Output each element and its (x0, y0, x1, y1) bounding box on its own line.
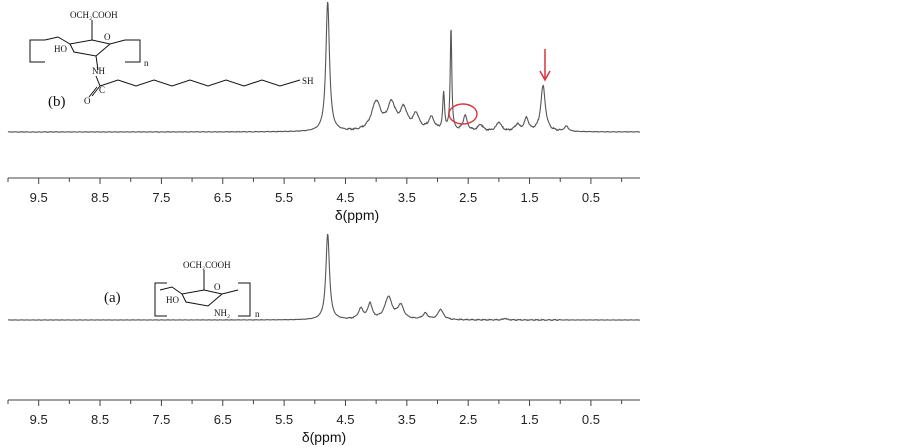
x-tick-label-a: 0.5 (582, 412, 600, 427)
x-tick-label-a: 7.5 (152, 412, 170, 427)
x-tick-label-b: 8.5 (91, 190, 109, 205)
x-tick-label-b: 3.5 (398, 190, 416, 205)
x-tick-label-b: 4.5 (336, 190, 354, 205)
x-tick-label-a: 8.5 (91, 412, 109, 427)
x-tick-label-b: 9.5 (30, 190, 48, 205)
chem-ring-o-b: O (104, 32, 111, 42)
x-tick-label-b: 1.5 (521, 190, 539, 205)
chem-structure-b (29, 20, 301, 98)
x-tick-label-a: 5.5 (275, 412, 293, 427)
x-tick-label-b: 0.5 (582, 190, 600, 205)
x-tick-label-a: 1.5 (521, 412, 539, 427)
axis-title-a: δ(ppm) (302, 429, 346, 445)
x-tick-label-a: 2.5 (459, 412, 477, 427)
chem-nh-b: NH (92, 66, 105, 76)
chem-carbonyl-o-b: O (84, 96, 91, 106)
x-axis-b: 9.5 8.5 7.5 6.5 5.5 4.5 3.5 2.5 1.5 0.5 (7, 177, 640, 205)
chem-repeat-a: n (255, 309, 260, 319)
x-tick-label-a: 9.5 (30, 412, 48, 427)
panel-label-a: (a) (104, 290, 121, 306)
chem-repeat-b: n (144, 58, 149, 68)
x-tick-label-b: 2.5 (459, 190, 477, 205)
axis-title-b: δ(ppm) (335, 207, 379, 223)
x-tick-label-b: 6.5 (214, 190, 232, 205)
highlight-circle (448, 103, 478, 125)
chem-c-b: C (99, 85, 105, 95)
spectrum-line-b (7, 1, 641, 133)
x-tick-label-a: 3.5 (398, 412, 416, 427)
panel-label-b: (b) (48, 94, 66, 110)
chem-ring-o-a: O (214, 282, 221, 292)
chem-nh-a: NH₂ (214, 308, 230, 318)
chem-ho-a: HO (166, 295, 179, 305)
chem-structure-a (154, 270, 251, 317)
chem-ho-b: HO (54, 44, 67, 54)
chem-sh-b: SH (302, 76, 314, 86)
x-tick-label-a: 6.5 (214, 412, 232, 427)
panel-b-spectrum: 9.5 8.5 7.5 6.5 5.5 4.5 3.5 2.5 1.5 0.5 δ(ppm) (b… (7, 1, 641, 223)
x-axis-a: 9.5 8.5 7.5 6.5 5.5 4.5 3.5 2.5 1.5 0.5 (7, 399, 640, 427)
panel-a-spectrum: 9.5 8.5 7.5 6.5 5.5 4.5 3.5 2.5 1.5 0.5 δ(ppm) (a… (7, 233, 641, 445)
spectrum-line-a (7, 233, 641, 322)
red-arrow (539, 49, 551, 82)
x-tick-label-b: 7.5 (152, 190, 170, 205)
x-tick-label-b: 5.5 (275, 190, 293, 205)
chem-substituent-a: OCH₂COOH (183, 260, 231, 270)
chem-substituent-b: OCH₂COOH (70, 10, 118, 20)
x-tick-label-a: 4.5 (336, 412, 354, 427)
